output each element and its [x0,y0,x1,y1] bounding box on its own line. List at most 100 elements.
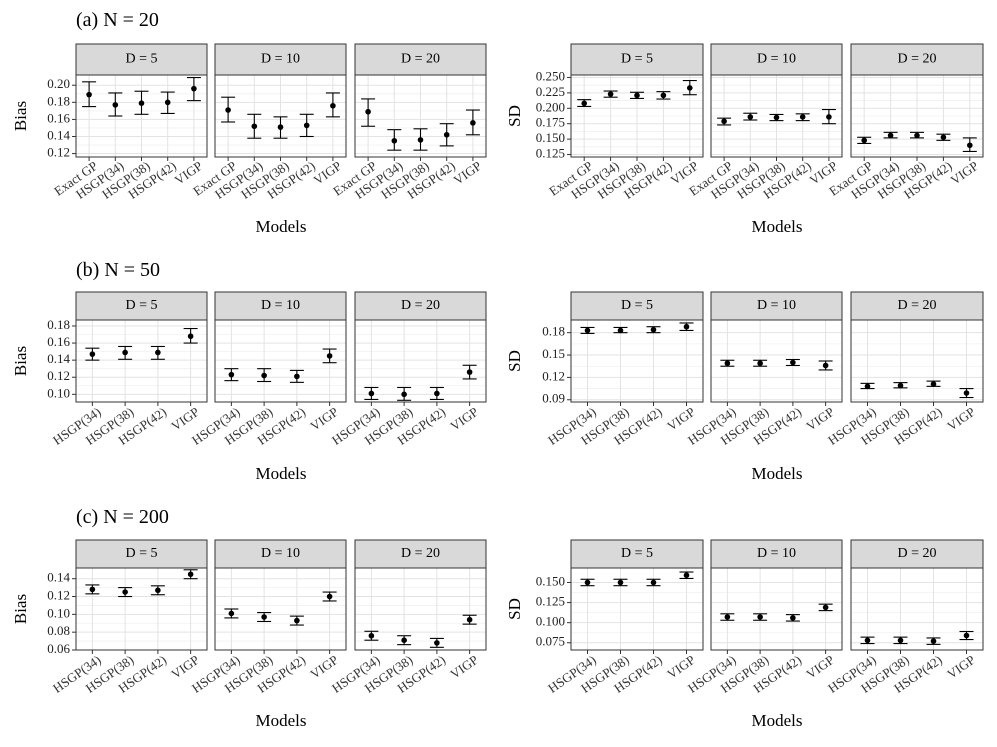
error-bar-hsgp34 [580,578,595,587]
facet-strip [850,43,984,76]
error-bar-vigp [325,92,340,118]
error-bar-hsgp42 [429,637,444,648]
y-tick-label: 0.12 [542,368,565,383]
facet-strip-label: D = 5 [125,298,157,313]
error-bar-hsgp34 [364,386,379,400]
data-point [683,572,690,579]
y-axis-title: Bias [11,594,30,624]
y-axis-title: SD [505,105,524,127]
error-bar-hsgp42 [795,113,810,122]
data-point [401,391,407,398]
error-bar-vigp [322,348,337,364]
error-bar-hsgp34 [247,113,262,139]
data-point [634,92,640,99]
x-tick-label: VIGP [948,158,981,188]
data-point [261,372,267,379]
x-tick-label: VIGP [944,404,977,434]
data-point [790,359,796,366]
data-point [757,360,763,367]
y-tick-label: 0.15 [542,346,565,361]
data-point [930,381,937,387]
x-axis-title: Models [752,464,803,483]
error-bar-hsgp34 [883,131,898,139]
y-tick-label: 0.12 [47,588,70,603]
plot-border [75,567,208,651]
data-point [617,327,624,334]
facet-strip-label: D = 20 [401,298,440,313]
data-point [391,137,398,144]
facet-strip-label: D = 20 [897,298,936,313]
facet-strip [570,539,704,569]
data-point [164,99,171,106]
y-axis-title: Bias [11,101,30,131]
error-bar-hsgp42 [289,615,304,626]
y-tick-label: 0.150 [536,573,565,588]
facet-strip-label: D = 5 [125,546,157,561]
error-bar-hsgp34 [387,129,402,151]
data-point [757,614,763,620]
data-point [963,632,970,639]
data-point [897,382,904,389]
plot-background [76,320,207,402]
data-point [294,617,300,624]
facet-strip-label: D = 10 [261,52,300,67]
y-tick-label: 0.10 [47,385,70,400]
row-2: (b) N = 50 Bias Models 0.10 0.12 0.14 0.16 0.18… [11,259,984,483]
plot-border [850,567,984,651]
y-tick-label: 0.150 [536,130,565,145]
error-bar-vigp [465,109,480,136]
error-bar-hsgp38 [397,635,412,646]
data-point [112,102,119,108]
error-bar-hsgp38 [893,636,908,645]
error-bar-vigp [818,603,833,612]
facet-strip [710,43,843,76]
error-bar-hsgp34 [860,382,875,390]
data-point [470,120,476,126]
facet-strip [75,539,208,569]
x-tick-label: VIGP [447,404,480,434]
data-point [155,349,161,356]
y-tick-label: 0.12 [47,145,70,160]
error-bar-hsgp34 [580,326,595,334]
plot-border [850,319,984,403]
data-point [773,114,780,121]
plot-border [354,567,487,651]
y-tick-label: 0.125 [536,594,565,609]
facet-strip-label: D = 10 [261,546,300,561]
data-point [747,114,754,120]
data-point [138,100,145,106]
error-bar-hsgp34 [743,112,758,121]
error-bar-exactgp [361,98,376,127]
y-tick-label: 0.18 [542,324,565,339]
facet-strip-label: D = 10 [757,52,796,67]
facet-strip [570,43,704,76]
x-tick-label: VIGP [803,404,836,434]
facet-strip-label: D = 10 [757,546,796,561]
error-bar-hsgp42 [299,113,314,138]
error-bar-hsgp42 [289,369,304,383]
data-point [261,614,267,620]
data-point [864,383,871,390]
data-point [799,114,806,120]
data-point [861,137,867,144]
data-point [155,587,161,594]
y-tick-label: 0.100 [536,614,565,629]
data-point [930,638,937,644]
data-point [607,91,614,97]
error-bar-hsgp42 [785,358,800,367]
data-point [326,353,333,359]
panel-bias: Bias Models 0.12 0.14 0.16 0.18 0.20D = 5Exact… [11,43,487,236]
error-bar-hsgp34 [85,584,100,595]
error-bar-vigp [962,137,977,153]
data-point [368,390,375,397]
error-bar-hsgp34 [860,636,875,645]
row-1: (a) N = 20 Bias Models 0.12 0.14 0.16 0.18 0.20… [11,9,984,236]
x-tick-label: VIGP [451,158,484,188]
panel-bias: Bias Models 0.10 0.12 0.14 0.16 0.18D = 5HSGP(… [11,291,487,483]
y-tick-label: 0.09 [542,391,565,406]
